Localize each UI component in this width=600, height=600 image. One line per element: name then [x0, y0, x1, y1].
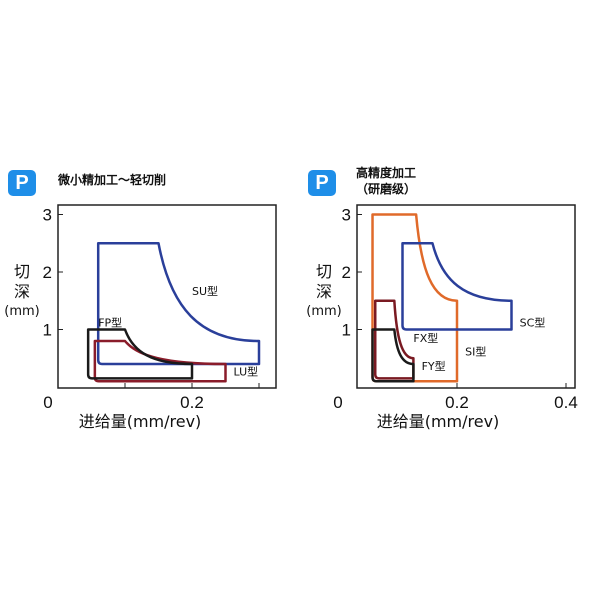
y-tick-label: 2: [342, 263, 351, 282]
series-label: SC型: [520, 316, 546, 330]
ylabel-left: 切 深 (mm): [2, 262, 42, 322]
ylabel-line: 深: [315, 282, 332, 301]
x-axis-label: 进给量(mm/rev): [79, 412, 202, 431]
series-region-LU型: [93, 339, 227, 383]
series-label: FY型: [422, 359, 446, 373]
category-badge-left: P: [8, 170, 36, 196]
plot-frame: [356, 204, 576, 389]
x-axis-label: 进给量(mm/rev): [377, 412, 500, 431]
chart-1: 1 2 3 0 0.2 0.4 进给量(mm/rev) SI型 SC型 FX型 FY型: [333, 204, 578, 431]
x-tick-label: 0: [333, 393, 342, 412]
category-badge-right: P: [308, 170, 336, 196]
y-tick-label: 1: [342, 321, 351, 340]
series-label: FX型: [413, 331, 438, 345]
title-line: （研磨级）: [356, 182, 417, 196]
series-label: SI型: [465, 344, 486, 358]
chart-title-left: 微小精加工～轻切削: [58, 172, 166, 188]
y-tick-label: 3: [43, 206, 52, 225]
ylabel-line: 深: [13, 282, 30, 301]
title-line: 高精度加工: [356, 166, 417, 180]
series-region-FX型: [374, 299, 415, 380]
x-tick-label: 0.2: [180, 393, 204, 412]
series-region-SC型: [401, 242, 513, 331]
ylabel-right: 切 深 (mm): [304, 262, 344, 322]
plot-frame: [57, 204, 277, 389]
series-region-SU型: [96, 242, 261, 366]
y-tick-label: 1: [43, 321, 52, 340]
series-region-FY型: [371, 328, 415, 383]
title-line: 微小精加工～轻切削: [58, 173, 167, 187]
ylabel-line: 切: [315, 262, 332, 281]
x-tick-label: 0.4: [554, 393, 578, 412]
ylabel-line: (mm): [306, 304, 342, 319]
series-label: SU型: [192, 284, 218, 298]
x-tick-label: 0.2: [445, 393, 469, 412]
ylabel-line: 切: [13, 262, 30, 281]
y-tick-label: 3: [342, 206, 351, 225]
series-label: FP型: [98, 316, 122, 330]
series-label: LU型: [234, 365, 259, 379]
ylabel-line: (mm): [4, 304, 40, 319]
chart-title-right: 高精度加工 （研磨级）: [356, 165, 416, 197]
y-tick-label: 2: [43, 263, 52, 282]
series-region-FP型: [86, 328, 194, 380]
series-region-SI型: [371, 213, 459, 383]
x-tick-label: 0: [43, 393, 52, 412]
